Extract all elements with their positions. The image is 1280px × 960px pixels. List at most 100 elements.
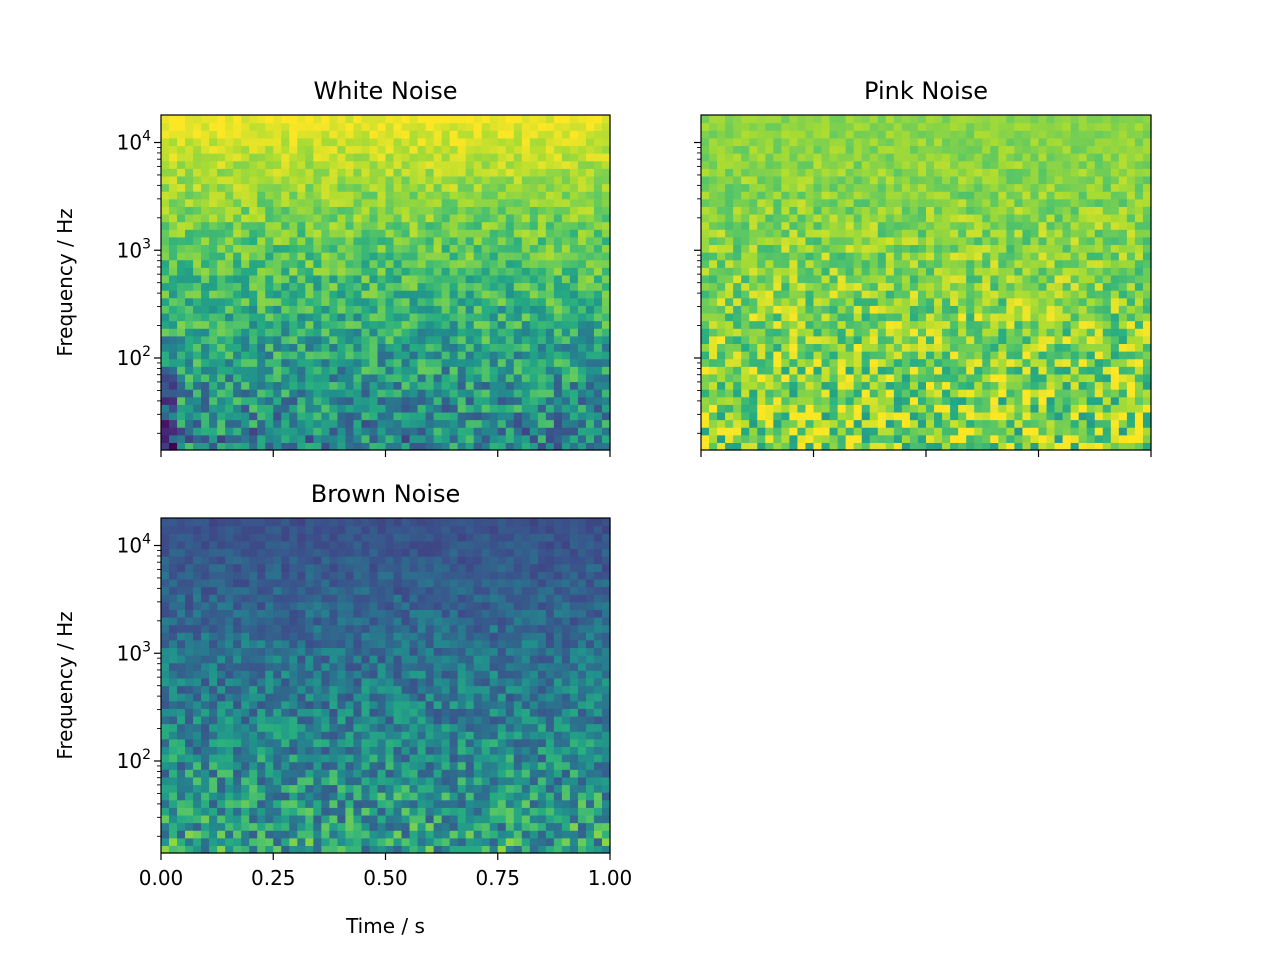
heatmap-cell	[797, 305, 807, 314]
heatmap-cell	[577, 175, 587, 185]
heatmap-cell	[425, 282, 435, 291]
heatmap-cell	[513, 160, 523, 169]
heatmap-cell	[313, 411, 322, 421]
heatmap-cell	[577, 259, 587, 268]
heatmap-cell	[481, 328, 491, 337]
heatmap-cell	[329, 305, 338, 314]
heatmap-cell	[449, 297, 459, 306]
heatmap-cell	[193, 427, 202, 436]
heatmap-cell	[1062, 419, 1072, 428]
heatmap-cell	[1102, 145, 1112, 154]
heatmap-cell	[361, 358, 371, 367]
heatmap-cell	[297, 419, 306, 428]
heatmap-cell	[537, 328, 547, 337]
heatmap-cell	[281, 351, 290, 360]
heatmap-cell	[417, 389, 427, 398]
heatmap-cell	[401, 160, 411, 169]
heatmap-cell	[185, 320, 194, 329]
heatmap-cell	[926, 389, 935, 398]
heatmap-cell	[233, 198, 242, 207]
heatmap-cell	[1094, 305, 1104, 314]
heatmap-cell	[457, 206, 467, 215]
heatmap-cell	[885, 137, 895, 147]
heatmap-cell	[1126, 389, 1136, 398]
heatmap-cell	[1142, 160, 1152, 169]
heatmap-cell	[369, 320, 379, 329]
heatmap-cell	[265, 191, 274, 200]
heatmap-cell	[545, 312, 555, 322]
heatmap-cell	[909, 206, 919, 215]
heatmap-cell	[433, 328, 443, 337]
heatmap-cell	[601, 290, 611, 299]
heatmap-cell	[273, 290, 282, 299]
heatmap-cell	[773, 145, 782, 154]
heatmap-cell	[893, 305, 903, 314]
heatmap-cell	[885, 252, 895, 261]
heatmap-cell	[837, 373, 847, 383]
heatmap-cell	[193, 168, 202, 177]
heatmap-cell	[749, 198, 758, 207]
heatmap-cell	[473, 305, 483, 314]
heatmap-cell	[1038, 297, 1048, 306]
heatmap-cell	[497, 213, 507, 223]
heatmap-cell	[401, 229, 411, 238]
heatmap-cell	[861, 236, 871, 246]
heatmap-cell	[829, 213, 839, 223]
heatmap-cell	[789, 343, 799, 352]
heatmap-cell	[593, 137, 603, 147]
heatmap-cell	[1118, 145, 1128, 154]
heatmap-cell	[225, 411, 234, 421]
heatmap-cell	[497, 175, 507, 185]
heatmap-cell	[337, 434, 347, 443]
heatmap-cell	[990, 389, 999, 398]
heatmap-cell	[265, 183, 274, 192]
heatmap-cell	[1038, 282, 1048, 291]
heatmap-cell	[1094, 267, 1104, 276]
heatmap-cell	[161, 396, 170, 405]
heatmap-cell	[313, 396, 322, 405]
heatmap-cell	[449, 122, 459, 131]
heatmap-cell	[1142, 351, 1152, 360]
heatmap-cell	[449, 252, 459, 261]
heatmap-cell	[569, 335, 579, 345]
heatmap-cell	[177, 175, 186, 185]
heatmap-cell	[169, 191, 178, 200]
heatmap-cell	[1126, 427, 1136, 436]
heatmap-cell	[901, 366, 911, 375]
heatmap-cell	[901, 130, 911, 139]
heatmap-cell	[1038, 335, 1048, 345]
heatmap-cell	[537, 351, 547, 360]
heatmap-cell	[901, 274, 911, 284]
heatmap-cell	[893, 229, 903, 238]
heatmap-cell	[489, 252, 499, 261]
heatmap-cell	[217, 297, 226, 306]
heatmap-cell	[457, 442, 467, 451]
heatmap-cell	[409, 320, 419, 329]
heatmap-cell	[950, 274, 959, 284]
heatmap-cell	[885, 267, 895, 276]
heatmap-cell	[225, 282, 234, 291]
heatmap-cell	[353, 115, 363, 124]
heatmap-cell	[1118, 206, 1128, 215]
heatmap-cell	[313, 290, 322, 299]
heatmap-cell	[813, 328, 823, 337]
heatmap-cell	[1118, 213, 1128, 223]
heatmap-cell	[161, 130, 170, 139]
heatmap-cell	[1006, 244, 1015, 253]
heatmap-cell	[561, 213, 571, 223]
heatmap-cell	[958, 153, 967, 162]
heatmap-cell	[425, 335, 435, 345]
heatmap-cell	[1118, 328, 1128, 337]
heatmap-cell	[177, 335, 186, 345]
heatmap-cell	[169, 358, 178, 367]
heatmap-cell	[561, 320, 571, 329]
heatmap-cell	[749, 381, 758, 390]
heatmap-cell	[821, 191, 831, 200]
heatmap-cell	[561, 160, 571, 169]
heatmap-cell	[241, 396, 250, 405]
heatmap-cell	[537, 221, 547, 230]
heatmap-cell	[449, 351, 459, 360]
heatmap-cell	[417, 335, 427, 345]
heatmap-cell	[185, 183, 194, 192]
heatmap-cell	[529, 259, 539, 268]
